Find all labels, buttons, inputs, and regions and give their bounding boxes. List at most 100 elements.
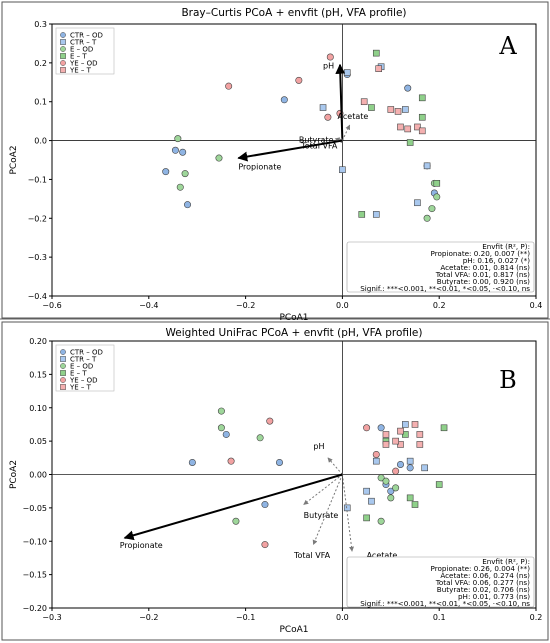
x-tick-label: −0.1 [236, 613, 255, 622]
data-point [363, 424, 371, 432]
x-tick-label: 0.4 [530, 301, 543, 310]
legend-label: E – T [70, 369, 87, 377]
stats-line: Envfit (R², P): [482, 557, 530, 566]
data-point [176, 183, 184, 191]
x-tick-label: 0.0 [336, 301, 349, 310]
envfit-arrow [237, 139, 343, 162]
data-point [222, 430, 230, 438]
stats-line: Signif.: ***<0.001, **<0.01, *<0.05, ·<0… [360, 284, 530, 293]
data-point [406, 139, 414, 146]
stats-line: Acetate: 0.06, 0.274 (ns) [440, 571, 530, 580]
data-point [440, 424, 448, 432]
data-point [368, 497, 375, 505]
envfit-arrow [341, 474, 354, 552]
legend-label: YE – OD [69, 376, 98, 384]
stats-line: Signif.: ***<0.001, **<0.01, *<0.05, ·<0… [360, 599, 530, 608]
data-point [256, 434, 264, 442]
data-point [382, 477, 390, 485]
envfit-arrow [341, 124, 351, 141]
data-point [404, 84, 412, 92]
data-point [406, 494, 414, 502]
data-point [217, 424, 225, 432]
legend-marker [60, 60, 66, 66]
x-axis-label: PCoA1 [279, 313, 308, 323]
data-point [418, 127, 426, 135]
data-point [217, 407, 225, 415]
data-point [261, 541, 269, 549]
data-point [402, 431, 409, 438]
x-axis-label: PCoA1 [279, 625, 308, 635]
data-point [275, 458, 283, 466]
y-tick-label: 0.15 [29, 370, 47, 379]
legend-marker [60, 32, 66, 38]
data-point [372, 450, 380, 458]
envfit-arrow [335, 63, 346, 141]
data-point [416, 431, 424, 438]
data-point [392, 467, 400, 475]
stats-line: Envfit (R², P): [482, 242, 530, 251]
legend-label: YE – T [69, 66, 92, 74]
legend-marker [60, 39, 66, 45]
data-point [171, 146, 179, 154]
panel-A: Bray–Curtis PCoA + envfit (pH, VFA profi… [1, 1, 549, 323]
data-point [215, 154, 223, 162]
legend-label: E – T [70, 52, 87, 60]
plot-area [51, 23, 537, 297]
legend-marker [60, 67, 66, 73]
data-point [377, 517, 385, 525]
data-point [358, 211, 366, 218]
data-point [382, 441, 390, 448]
legend-marker [60, 363, 66, 369]
legend-label: E – OD [70, 45, 93, 53]
x-tick-label: 0.2 [530, 613, 543, 622]
x-tick-label: −0.6 [42, 301, 61, 310]
legend-label: YE – OD [69, 59, 98, 67]
data-point [324, 113, 332, 121]
envfit-arrow-label: Butyrate [304, 511, 339, 520]
data-point [404, 125, 412, 133]
y-tick-label: −0.2 [28, 214, 47, 223]
stats-box: Envfit (R², P):Propionate: 0.26, 0.004 (… [346, 556, 535, 608]
legend-label: CTR – T [70, 355, 97, 363]
data-point [396, 460, 404, 468]
data-point [397, 123, 404, 131]
stats-line: Total VFA: 0.01, 0.817 (ns) [435, 270, 530, 279]
y-tick-label: 0.05 [29, 437, 47, 446]
y-tick-label: 0.20 [29, 337, 47, 346]
legend-marker [60, 356, 66, 362]
data-point [232, 517, 240, 525]
data-point [411, 501, 419, 508]
legend-label: E – OD [70, 362, 93, 370]
data-point [382, 431, 390, 438]
data-point [372, 457, 380, 465]
y-tick-label: −0.4 [28, 292, 47, 301]
data-point [360, 98, 368, 106]
legend-marker [60, 349, 66, 355]
envfit-arrow [303, 474, 343, 505]
x-tick-label: 0.2 [433, 301, 446, 310]
legend-marker [60, 53, 66, 59]
y-axis-label: PCoA2 [9, 460, 19, 489]
y-tick-label: −0.20 [22, 604, 47, 613]
chart-title: Bray–Curtis PCoA + envfit (pH, VFA profi… [181, 7, 406, 19]
data-point [397, 441, 404, 448]
data-point [179, 148, 187, 156]
legend-label: CTR – OD [70, 31, 103, 39]
x-tick-label: 0.1 [433, 613, 446, 622]
legend-label: CTR – OD [70, 348, 103, 356]
data-point [372, 211, 380, 218]
data-point [406, 457, 414, 465]
data-point [319, 104, 327, 111]
data-point [295, 76, 303, 84]
envfit-arrow-label: Propionate [120, 541, 163, 550]
data-point [387, 494, 395, 502]
data-point [343, 69, 351, 76]
data-point [343, 504, 351, 512]
data-point [433, 193, 441, 201]
x-tick-label: −0.2 [236, 301, 255, 310]
data-point [377, 424, 385, 432]
panel-label: B [499, 366, 517, 394]
y-tick-label: 0.00 [29, 471, 47, 480]
data-point [174, 135, 182, 143]
data-point [416, 441, 424, 448]
